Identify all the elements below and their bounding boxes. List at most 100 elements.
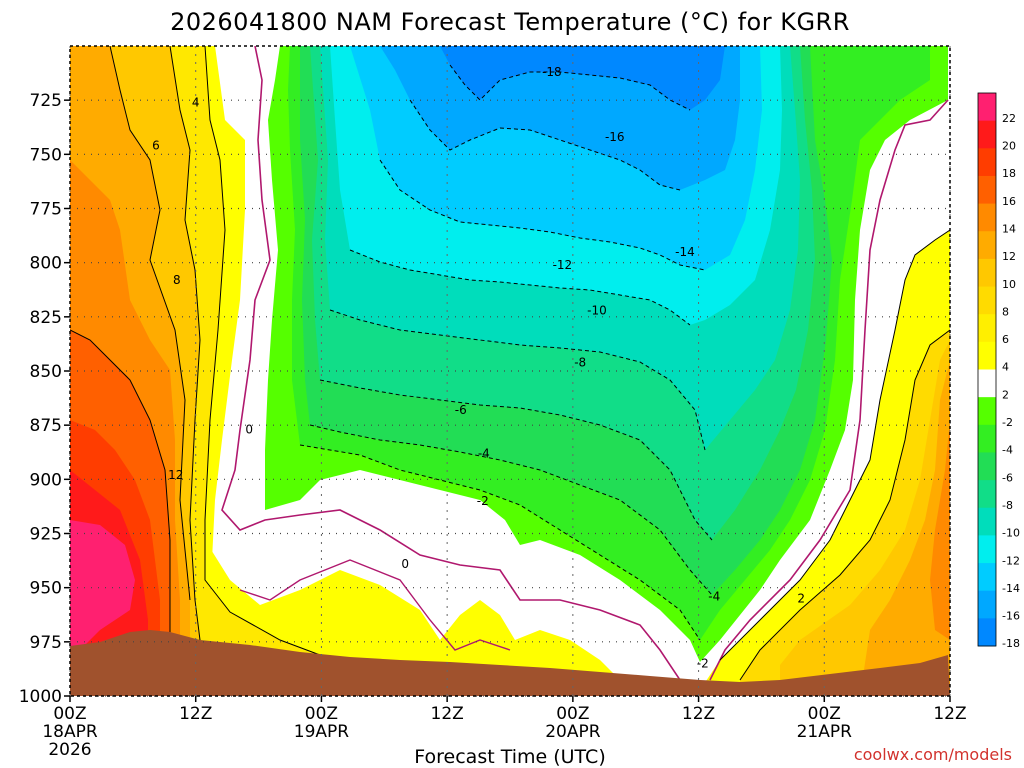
colorbar-swatch <box>978 341 996 370</box>
plot-area <box>70 46 950 696</box>
contour-label: -4 <box>478 446 490 460</box>
colorbar-swatch <box>978 286 996 315</box>
y-tick-label: 750 <box>30 145 62 165</box>
credit-text[interactable]: coolwx.com/models <box>854 745 1012 764</box>
contour-label: 6 <box>152 139 160 153</box>
contour-label: -2 <box>697 657 709 671</box>
contour-label: 12 <box>168 468 183 482</box>
colorbar-label: -4 <box>1002 444 1013 457</box>
colorbar-swatch <box>978 563 996 592</box>
colorbar-label: -12 <box>1002 554 1020 567</box>
y-tick-label: 1000 <box>19 687 62 707</box>
colorbar-label: -2 <box>1002 416 1013 429</box>
warm-region-18 <box>70 520 135 660</box>
colorbar-swatch <box>978 369 996 398</box>
contour-label: 0 <box>245 423 253 437</box>
colorbar-label: 12 <box>1002 250 1016 263</box>
freezing-line-right <box>709 99 949 681</box>
colorbar-label: 14 <box>1002 222 1016 235</box>
x-tick-label: 00Z <box>808 704 841 724</box>
colorbar-swatch <box>978 397 996 426</box>
contour-label: -2 <box>477 494 489 508</box>
colorbar-swatch <box>978 175 996 205</box>
colorbar-swatch <box>978 203 996 232</box>
x-tick-date: 21APR <box>797 722 853 742</box>
y-tick-label: 850 <box>30 362 62 382</box>
chart-title: 2026041800 NAM Forecast Temperature (°C)… <box>170 8 850 36</box>
colorbar-label: 20 <box>1002 140 1016 153</box>
colorbar-swatch <box>978 535 996 564</box>
contour-label: -12 <box>553 258 573 272</box>
colorbar-swatch <box>978 231 996 260</box>
x-tick-date: 19APR <box>294 722 350 742</box>
colorbar-label: 16 <box>1002 195 1016 208</box>
y-tick-label: 950 <box>30 579 62 599</box>
colorbar-label: -6 <box>1002 471 1013 484</box>
colorbar-swatch <box>978 618 996 647</box>
plot-frame <box>69 45 951 697</box>
y-tick-label: 900 <box>30 470 62 490</box>
contour-label: -8 <box>574 355 586 369</box>
y-tick-label: 925 <box>30 525 62 545</box>
colorbar-label: -16 <box>1002 610 1020 623</box>
x-tick-date: 18APR <box>42 722 98 742</box>
colorbar-label: 2 <box>1002 388 1009 401</box>
colorbar-label: 8 <box>1002 305 1009 318</box>
x-tick-label: 00Z <box>53 704 86 724</box>
contour-label: 4 <box>192 95 200 109</box>
colorbar-label: -8 <box>1002 499 1013 512</box>
colorbar-label: 18 <box>1002 167 1016 180</box>
cold-region-minus18 <box>440 46 725 110</box>
colorbar-swatch <box>978 258 996 288</box>
colorbar-label: -14 <box>1002 582 1020 595</box>
x-tick-label: 12Z <box>179 704 212 724</box>
colorbar-label: -18 <box>1002 637 1020 650</box>
colorbar-swatch <box>978 148 996 177</box>
colorbar-swatch <box>978 507 996 536</box>
colorbar-label: 4 <box>1002 361 1009 374</box>
colorbar-swatch <box>978 314 996 343</box>
freezing-line-left <box>221 46 701 691</box>
contour-labels: -18 -16 -14 -12 -10 -8 -6 -4 -2 0 -4 -2 2 4 6 8 12 0 <box>152 65 805 671</box>
contour-label: -10 <box>587 303 607 317</box>
contour-label: -6 <box>455 403 467 417</box>
colorbar-swatch <box>978 452 996 481</box>
contour-label: 8 <box>173 273 181 287</box>
x-tick-label: 00Z <box>305 704 338 724</box>
y-tick-label: 975 <box>30 633 62 653</box>
y-axis: 725 750 775 800 825 850 875 900 925 950 975 1000 <box>19 91 70 707</box>
y-tick-label: 725 <box>30 91 62 111</box>
x-tick-label: 12Z <box>933 704 966 724</box>
x-axis-title: Forecast Time (UTC) <box>414 746 605 768</box>
y-tick-label: 825 <box>30 308 62 328</box>
warm-contour-lines <box>70 46 950 681</box>
colorbar-frame <box>977 92 997 647</box>
x-tick-label: 12Z <box>682 704 715 724</box>
contour-label: -18 <box>542 65 562 79</box>
freezing-line-lower <box>239 559 511 651</box>
x-tick-label: 00Z <box>556 704 589 724</box>
x-tick-year: 2026 <box>48 740 91 760</box>
x-tick-date: 20APR <box>545 722 601 742</box>
colorbar: 22 20 18 16 14 12 10 8 6 4 2 -2 -4 -6 -8 -10 -12 -14 -16 -1… <box>977 92 1020 650</box>
terrain-ground <box>70 630 950 696</box>
contour-label: 2 <box>797 592 805 606</box>
contour-label: -4 <box>708 589 720 603</box>
colorbar-swatch <box>978 93 996 122</box>
colorbar-label: 10 <box>1002 278 1016 291</box>
colorbar-swatch <box>978 590 996 619</box>
colorbar-swatch <box>978 480 996 509</box>
contour-label: -14 <box>675 245 695 259</box>
contour-label: -16 <box>605 130 625 144</box>
colorbar-swatch <box>978 424 996 453</box>
y-tick-label: 800 <box>30 254 62 274</box>
cold-contour-lines <box>299 64 713 641</box>
colorbar-swatch <box>978 120 996 149</box>
y-tick-label: 775 <box>30 200 62 220</box>
colorbar-label: -10 <box>1002 527 1020 540</box>
right-warm-10 <box>930 420 950 640</box>
contour-label: 0 <box>401 557 409 571</box>
x-tick-label: 12Z <box>431 704 464 724</box>
